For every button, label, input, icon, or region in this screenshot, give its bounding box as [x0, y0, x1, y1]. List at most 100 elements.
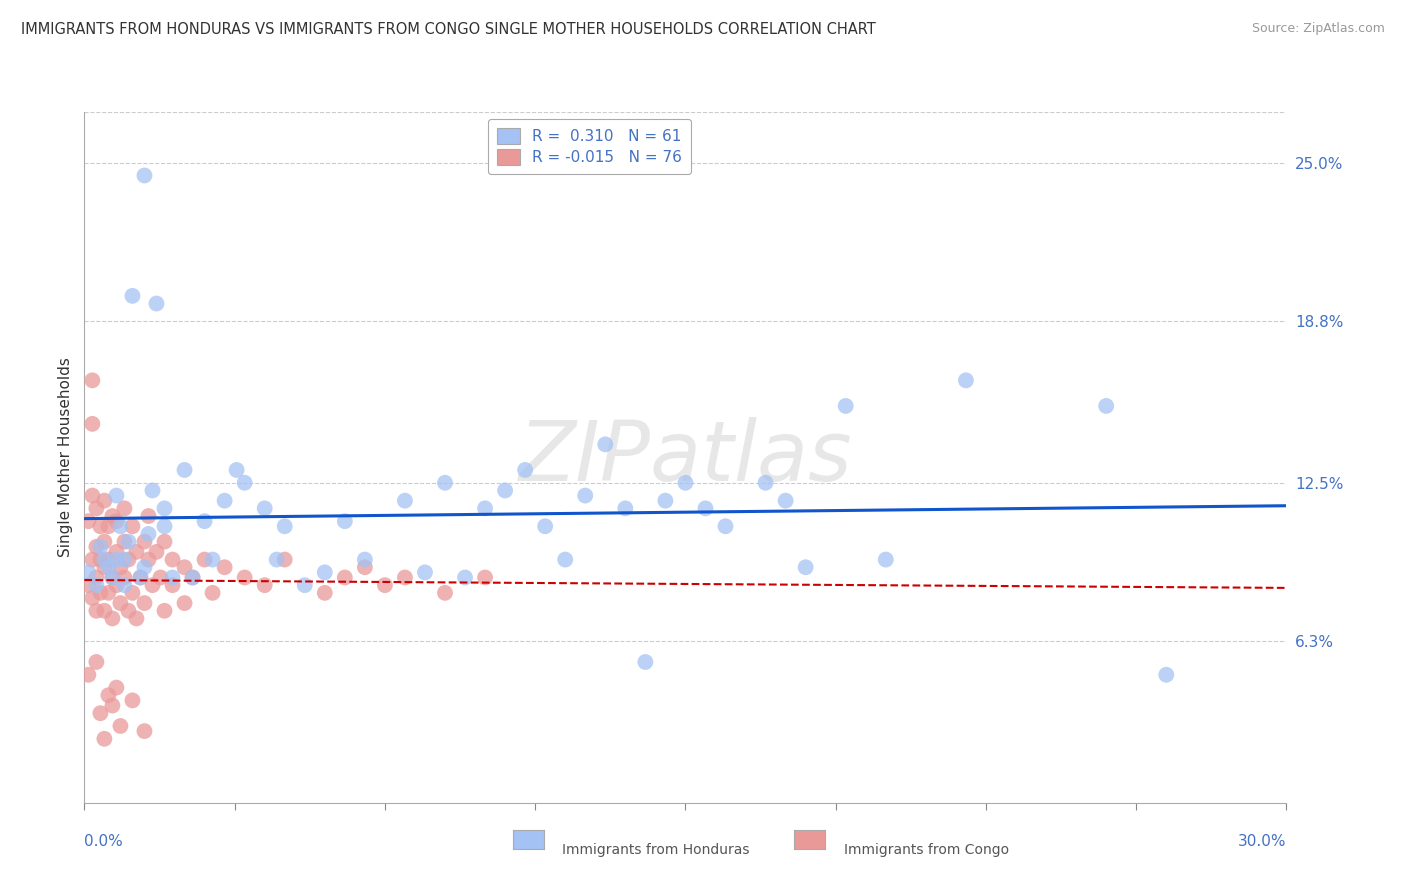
Point [654, 493, 676, 508]
Point [82, 552, 104, 566]
Point [82, 373, 104, 387]
Point [101, 570, 124, 584]
Point [101, 611, 124, 625]
Point [474, 570, 496, 584]
Point [86, 604, 108, 618]
Point [1095, 399, 1118, 413]
Point [110, 596, 132, 610]
Point [214, 493, 236, 508]
Point [695, 501, 717, 516]
Point [314, 586, 336, 600]
Point [194, 552, 217, 566]
Point [162, 578, 184, 592]
Point [515, 463, 537, 477]
Point [82, 417, 104, 431]
Point [173, 463, 195, 477]
Point [434, 586, 457, 600]
Point [93, 731, 115, 746]
Point [374, 578, 396, 592]
Point [233, 570, 256, 584]
Point [117, 604, 139, 618]
Point [141, 578, 163, 592]
Point [97, 560, 120, 574]
Text: 30.0%: 30.0% [1239, 834, 1286, 849]
Point [454, 570, 477, 584]
Y-axis label: Single Mother Households: Single Mother Households [58, 357, 73, 558]
Point [129, 570, 152, 584]
Point [181, 570, 204, 584]
Point [114, 534, 135, 549]
Point [93, 493, 115, 508]
Point [117, 552, 139, 566]
Point [333, 514, 356, 528]
Point [354, 552, 377, 566]
Point [114, 578, 135, 592]
Point [294, 578, 316, 592]
Point [274, 552, 297, 566]
Point [253, 578, 276, 592]
Point [105, 489, 128, 503]
Point [97, 688, 120, 702]
Point [105, 552, 128, 566]
Point [89, 552, 111, 566]
Point [614, 501, 637, 516]
Point [162, 552, 184, 566]
Point [89, 519, 111, 533]
Point [121, 289, 143, 303]
Point [101, 509, 124, 524]
Point [225, 463, 247, 477]
Text: Immigrants from Honduras: Immigrants from Honduras [562, 843, 749, 857]
Legend: R =  0.310   N = 61, R = -0.015   N = 76: R = 0.310 N = 61, R = -0.015 N = 76 [488, 120, 690, 174]
Point [121, 586, 143, 600]
Point [86, 501, 108, 516]
Point [117, 534, 139, 549]
Point [181, 570, 204, 584]
Point [253, 501, 276, 516]
Point [93, 552, 115, 566]
Point [89, 540, 111, 554]
Point [97, 519, 120, 533]
Text: ZIPatlas: ZIPatlas [519, 417, 852, 498]
Point [474, 501, 496, 516]
Point [110, 560, 132, 574]
Point [835, 399, 858, 413]
Point [153, 604, 176, 618]
Point [634, 655, 657, 669]
Point [534, 519, 557, 533]
Point [114, 570, 135, 584]
Point [86, 570, 108, 584]
Point [333, 570, 356, 584]
Point [105, 514, 128, 528]
Point [201, 586, 224, 600]
Point [173, 560, 195, 574]
Point [97, 552, 120, 566]
Point [149, 570, 172, 584]
Point [794, 560, 817, 574]
Point [82, 591, 104, 605]
Point [755, 475, 778, 490]
Point [134, 560, 156, 574]
Text: Immigrants from Congo: Immigrants from Congo [844, 843, 1008, 857]
Point [129, 570, 152, 584]
Point [121, 693, 143, 707]
Point [153, 501, 176, 516]
Point [138, 552, 160, 566]
Point [554, 552, 576, 566]
Point [194, 514, 217, 528]
Point [145, 296, 167, 310]
Point [114, 501, 135, 516]
Point [138, 527, 160, 541]
Point [86, 540, 108, 554]
Point [394, 493, 416, 508]
Point [494, 483, 516, 498]
Point [134, 596, 156, 610]
Point [77, 667, 100, 681]
Point [114, 552, 135, 566]
Point [354, 560, 377, 574]
Point [101, 698, 124, 713]
Point [134, 534, 156, 549]
Point [86, 578, 108, 592]
Point [153, 519, 176, 533]
Point [145, 545, 167, 559]
Text: IMMIGRANTS FROM HONDURAS VS IMMIGRANTS FROM CONGO SINGLE MOTHER HOUSEHOLDS CORRE: IMMIGRANTS FROM HONDURAS VS IMMIGRANTS F… [21, 22, 876, 37]
